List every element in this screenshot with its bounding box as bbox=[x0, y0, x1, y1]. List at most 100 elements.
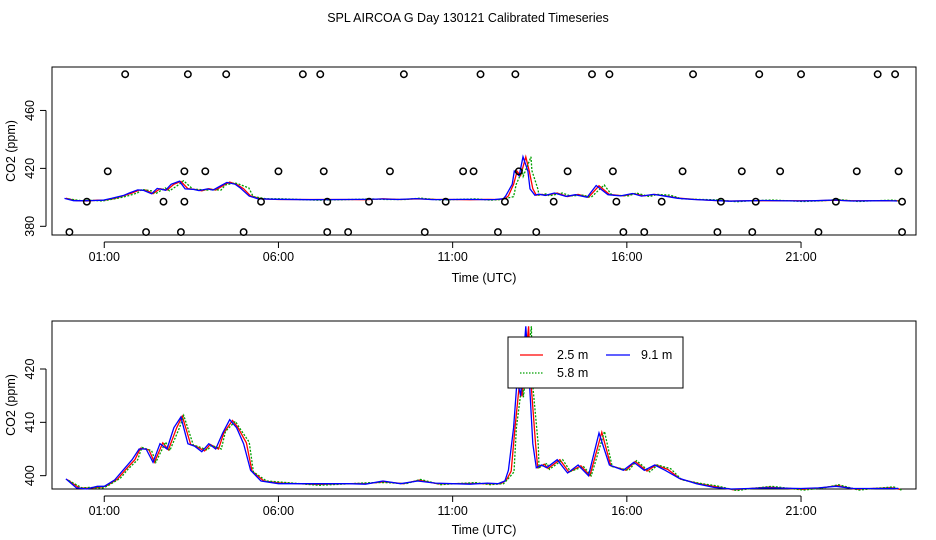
calibration-point bbox=[298, 70, 307, 79]
x-tick-label: 11:00 bbox=[437, 250, 467, 264]
calibration-point bbox=[852, 167, 861, 176]
calibration-point bbox=[549, 197, 558, 206]
calibration-point bbox=[222, 70, 231, 79]
y-tick-label: 420 bbox=[23, 158, 37, 179]
y-axis-label: CO2 (ppm) bbox=[4, 374, 18, 436]
chart-title: SPL AIRCOA G Day 130121 Calibrated Times… bbox=[327, 11, 609, 25]
series-group bbox=[65, 326, 902, 492]
calibration-point bbox=[640, 228, 649, 237]
series-group bbox=[64, 154, 902, 203]
calibration-point bbox=[476, 70, 485, 79]
calibration-point bbox=[65, 228, 74, 237]
calibration-point bbox=[365, 197, 373, 206]
calibration-point bbox=[469, 167, 478, 176]
x-axis-label: Time (UTC) bbox=[452, 271, 517, 285]
calibration-point bbox=[239, 228, 248, 237]
legend-box bbox=[507, 336, 684, 389]
calibration-points bbox=[65, 70, 907, 237]
calibration-point bbox=[183, 70, 192, 79]
calibration-point bbox=[678, 167, 687, 176]
legend-label-9-1m: 9.1 m bbox=[641, 348, 672, 362]
calibration-point bbox=[898, 197, 907, 206]
calibration-point bbox=[121, 70, 130, 79]
x-axis: 01:00 06:00 11:00 16:00 21:00 bbox=[89, 241, 817, 264]
calibration-point bbox=[619, 228, 628, 237]
calibration-point bbox=[657, 197, 666, 206]
calibration-point bbox=[459, 167, 468, 176]
series-line-9-1-m bbox=[64, 154, 898, 202]
calibration-point bbox=[831, 197, 840, 206]
calibration-point bbox=[608, 167, 617, 176]
y-tick-label: 420 bbox=[23, 359, 37, 380]
series-line-2-5-m bbox=[66, 326, 901, 491]
calibration-point bbox=[814, 228, 823, 237]
calibration-point bbox=[103, 167, 112, 176]
calibration-point bbox=[176, 228, 185, 237]
series-line-5-8-m bbox=[68, 326, 902, 492]
calibration-point bbox=[201, 167, 210, 176]
calibration-point bbox=[797, 70, 805, 79]
x-tick-label: 06:00 bbox=[263, 504, 294, 518]
calibration-point bbox=[873, 70, 882, 79]
y-tick-label: 460 bbox=[23, 100, 37, 121]
x-axis-label: Time (UTC) bbox=[452, 523, 517, 537]
calibration-point bbox=[689, 70, 697, 79]
calibration-point bbox=[532, 228, 541, 237]
calibration-point bbox=[180, 167, 189, 176]
calibration-point bbox=[257, 197, 265, 206]
calibration-point bbox=[751, 197, 760, 206]
calibration-point bbox=[420, 228, 429, 237]
calibration-point bbox=[605, 70, 614, 79]
calibration-point bbox=[142, 228, 151, 237]
y-tick-label: 400 bbox=[23, 465, 37, 486]
legend-label-2-5m: 2.5 m bbox=[557, 348, 588, 362]
x-tick-label: 16:00 bbox=[611, 250, 642, 264]
calibration-point bbox=[894, 167, 903, 176]
calibration-point bbox=[716, 197, 725, 206]
series-line-2-5-m bbox=[65, 154, 899, 202]
x-tick-label: 21:00 bbox=[785, 250, 816, 264]
calibration-point bbox=[316, 70, 325, 79]
y-tick-label: 410 bbox=[23, 412, 37, 433]
calibration-point bbox=[399, 70, 408, 79]
calibration-point bbox=[898, 228, 907, 237]
calibration-point bbox=[776, 167, 785, 176]
calibration-point bbox=[319, 167, 328, 176]
calibration-point bbox=[323, 197, 332, 206]
panel-calibrated-timeseries: 01:00 06:00 11:00 16:00 21:00 380 420 460 Time… bbox=[4, 66, 917, 285]
calibration-point bbox=[612, 197, 621, 206]
calibration-point bbox=[344, 228, 353, 237]
x-tick-label: 01:00 bbox=[89, 250, 120, 264]
legend: 2.5 m 5.8 m 9.1 m bbox=[507, 336, 684, 389]
x-tick-label: 11:00 bbox=[437, 504, 467, 518]
calibration-point bbox=[737, 167, 746, 176]
series-line-5-8-m bbox=[68, 156, 902, 203]
series-line-9-1-m bbox=[65, 326, 899, 490]
calibration-point bbox=[180, 197, 189, 206]
calibration-point bbox=[82, 197, 91, 206]
y-axis-label: CO2 (ppm) bbox=[4, 120, 18, 182]
calibration-point bbox=[748, 228, 757, 237]
y-axis: 380 420 460 bbox=[23, 100, 47, 237]
plot-frame bbox=[51, 66, 917, 236]
legend-label-5-8m: 5.8 m bbox=[557, 366, 588, 380]
x-axis: 01:00 06:00 11:00 16:00 21:00 bbox=[89, 495, 817, 518]
calibration-point bbox=[159, 197, 168, 206]
calibration-point bbox=[755, 70, 764, 79]
y-tick-label: 380 bbox=[23, 216, 37, 237]
calibration-point bbox=[563, 167, 572, 176]
x-tick-label: 01:00 bbox=[89, 504, 120, 518]
calibration-point bbox=[493, 228, 502, 237]
calibration-point bbox=[713, 228, 722, 237]
calibration-point bbox=[500, 197, 509, 206]
calibration-point bbox=[441, 197, 450, 206]
calibration-point bbox=[514, 167, 523, 176]
panel-height-comparison: 01:00 06:00 11:00 16:00 21:00 400 410 420 Time… bbox=[4, 320, 917, 537]
calibration-point bbox=[511, 70, 520, 79]
calibration-point bbox=[274, 167, 283, 176]
x-tick-label: 21:00 bbox=[785, 504, 816, 518]
y-axis: 400 410 420 bbox=[23, 359, 47, 486]
calibration-point bbox=[891, 70, 900, 79]
plot-frame bbox=[51, 320, 917, 490]
